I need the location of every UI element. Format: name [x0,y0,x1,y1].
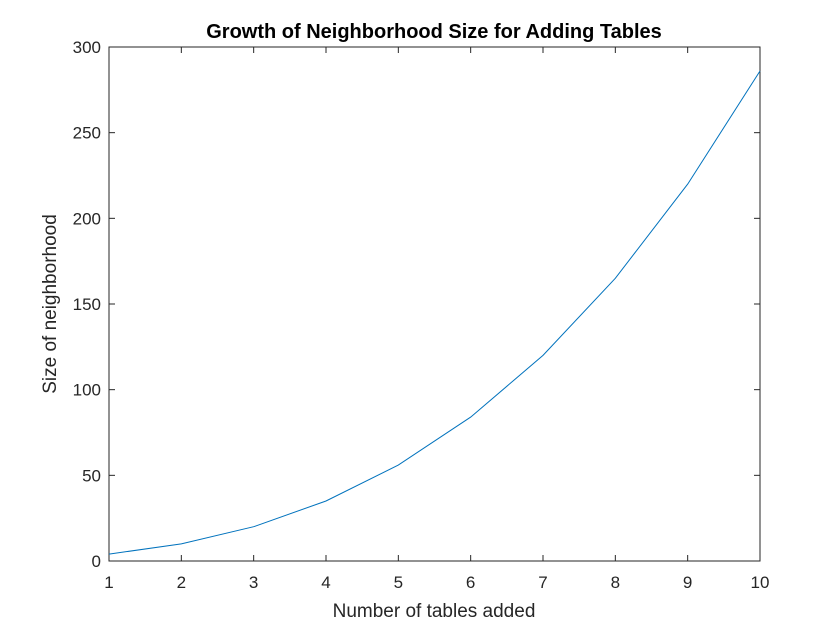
plot-area [108,46,761,562]
y-tick-label: 0 [92,552,101,571]
x-tick-label: 4 [321,573,330,592]
x-tick-label: 8 [611,573,620,592]
y-axis: 0 50 100 150 200 250 300 [73,38,760,571]
x-tick-label: 3 [249,573,258,592]
x-tick-label: 7 [538,573,547,592]
y-tick-label: 300 [73,38,101,57]
series-line-0 [108,70,761,555]
x-tick-label: 2 [177,573,186,592]
y-tick-label: 50 [82,466,101,485]
x-tick-label: 1 [104,573,113,592]
y-tick-label: 200 [73,209,101,228]
x-tick-label: 5 [394,573,403,592]
chart-title: Growth of Neighborhood Size for Adding T… [206,21,662,43]
y-tick-label: 150 [73,295,101,314]
y-tick-label: 100 [73,381,101,400]
x-tick-label: 9 [683,573,692,592]
y-axis-label: Size of neighborhood [40,214,61,394]
y-tick-label: 250 [73,124,101,143]
x-tick-label: 6 [466,573,475,592]
x-axis-label: Number of tables added [333,601,536,622]
x-axis: 1 2 3 4 5 6 7 8 9 10 [104,47,769,592]
x-tick-label: 10 [751,573,770,592]
series-layer [108,70,761,555]
